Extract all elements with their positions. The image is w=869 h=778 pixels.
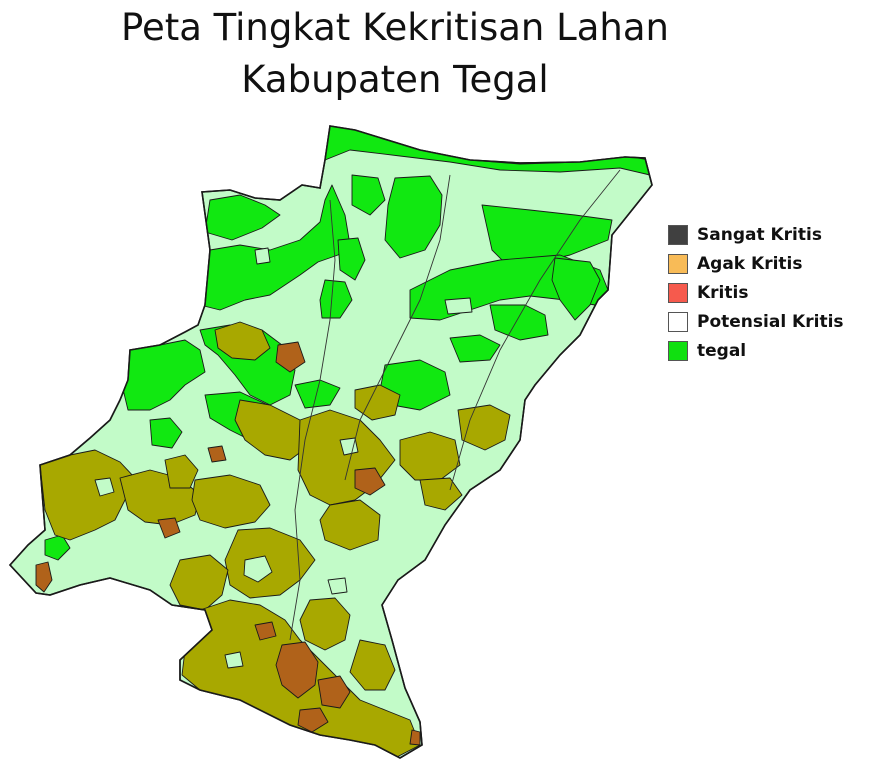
legend-item-agak-kritis: Agak Kritis — [668, 249, 863, 278]
drainage-lines — [289, 169, 621, 641]
legend-item-sangat-kritis: Sangat Kritis — [668, 220, 863, 249]
legend-item-kritis: Kritis — [668, 278, 863, 307]
legend-swatch — [668, 340, 688, 361]
legend-label: tegal — [697, 340, 747, 361]
legend-label: Potensial Kritis — [697, 311, 844, 332]
legend-swatch — [668, 253, 688, 274]
legend-label: Sangat Kritis — [697, 224, 822, 245]
kabupaten-tegal-map — [8, 125, 653, 759]
legend-label: Agak Kritis — [697, 253, 803, 274]
brown-patches — [35, 341, 421, 746]
legend-label: Kritis — [697, 282, 749, 303]
legend-item-tegal: tegal — [668, 336, 863, 365]
legend-swatch — [668, 311, 688, 332]
region-outline — [8, 125, 653, 759]
map-title: Peta Tingkat Kekritisan Lahan Kabupaten … — [0, 2, 790, 106]
legend-swatch — [668, 224, 688, 245]
legend-swatch — [668, 282, 688, 303]
map-legend: Sangat Kritis Agak Kritis Kritis Potensi… — [668, 220, 863, 365]
map-title-line2: Kabupaten Tegal — [241, 58, 549, 101]
map-title-line1: Peta Tingkat Kekritisan Lahan — [120, 6, 669, 49]
legend-item-potensial-kritis: Potensial Kritis — [668, 307, 863, 336]
light-islands — [94, 247, 473, 669]
